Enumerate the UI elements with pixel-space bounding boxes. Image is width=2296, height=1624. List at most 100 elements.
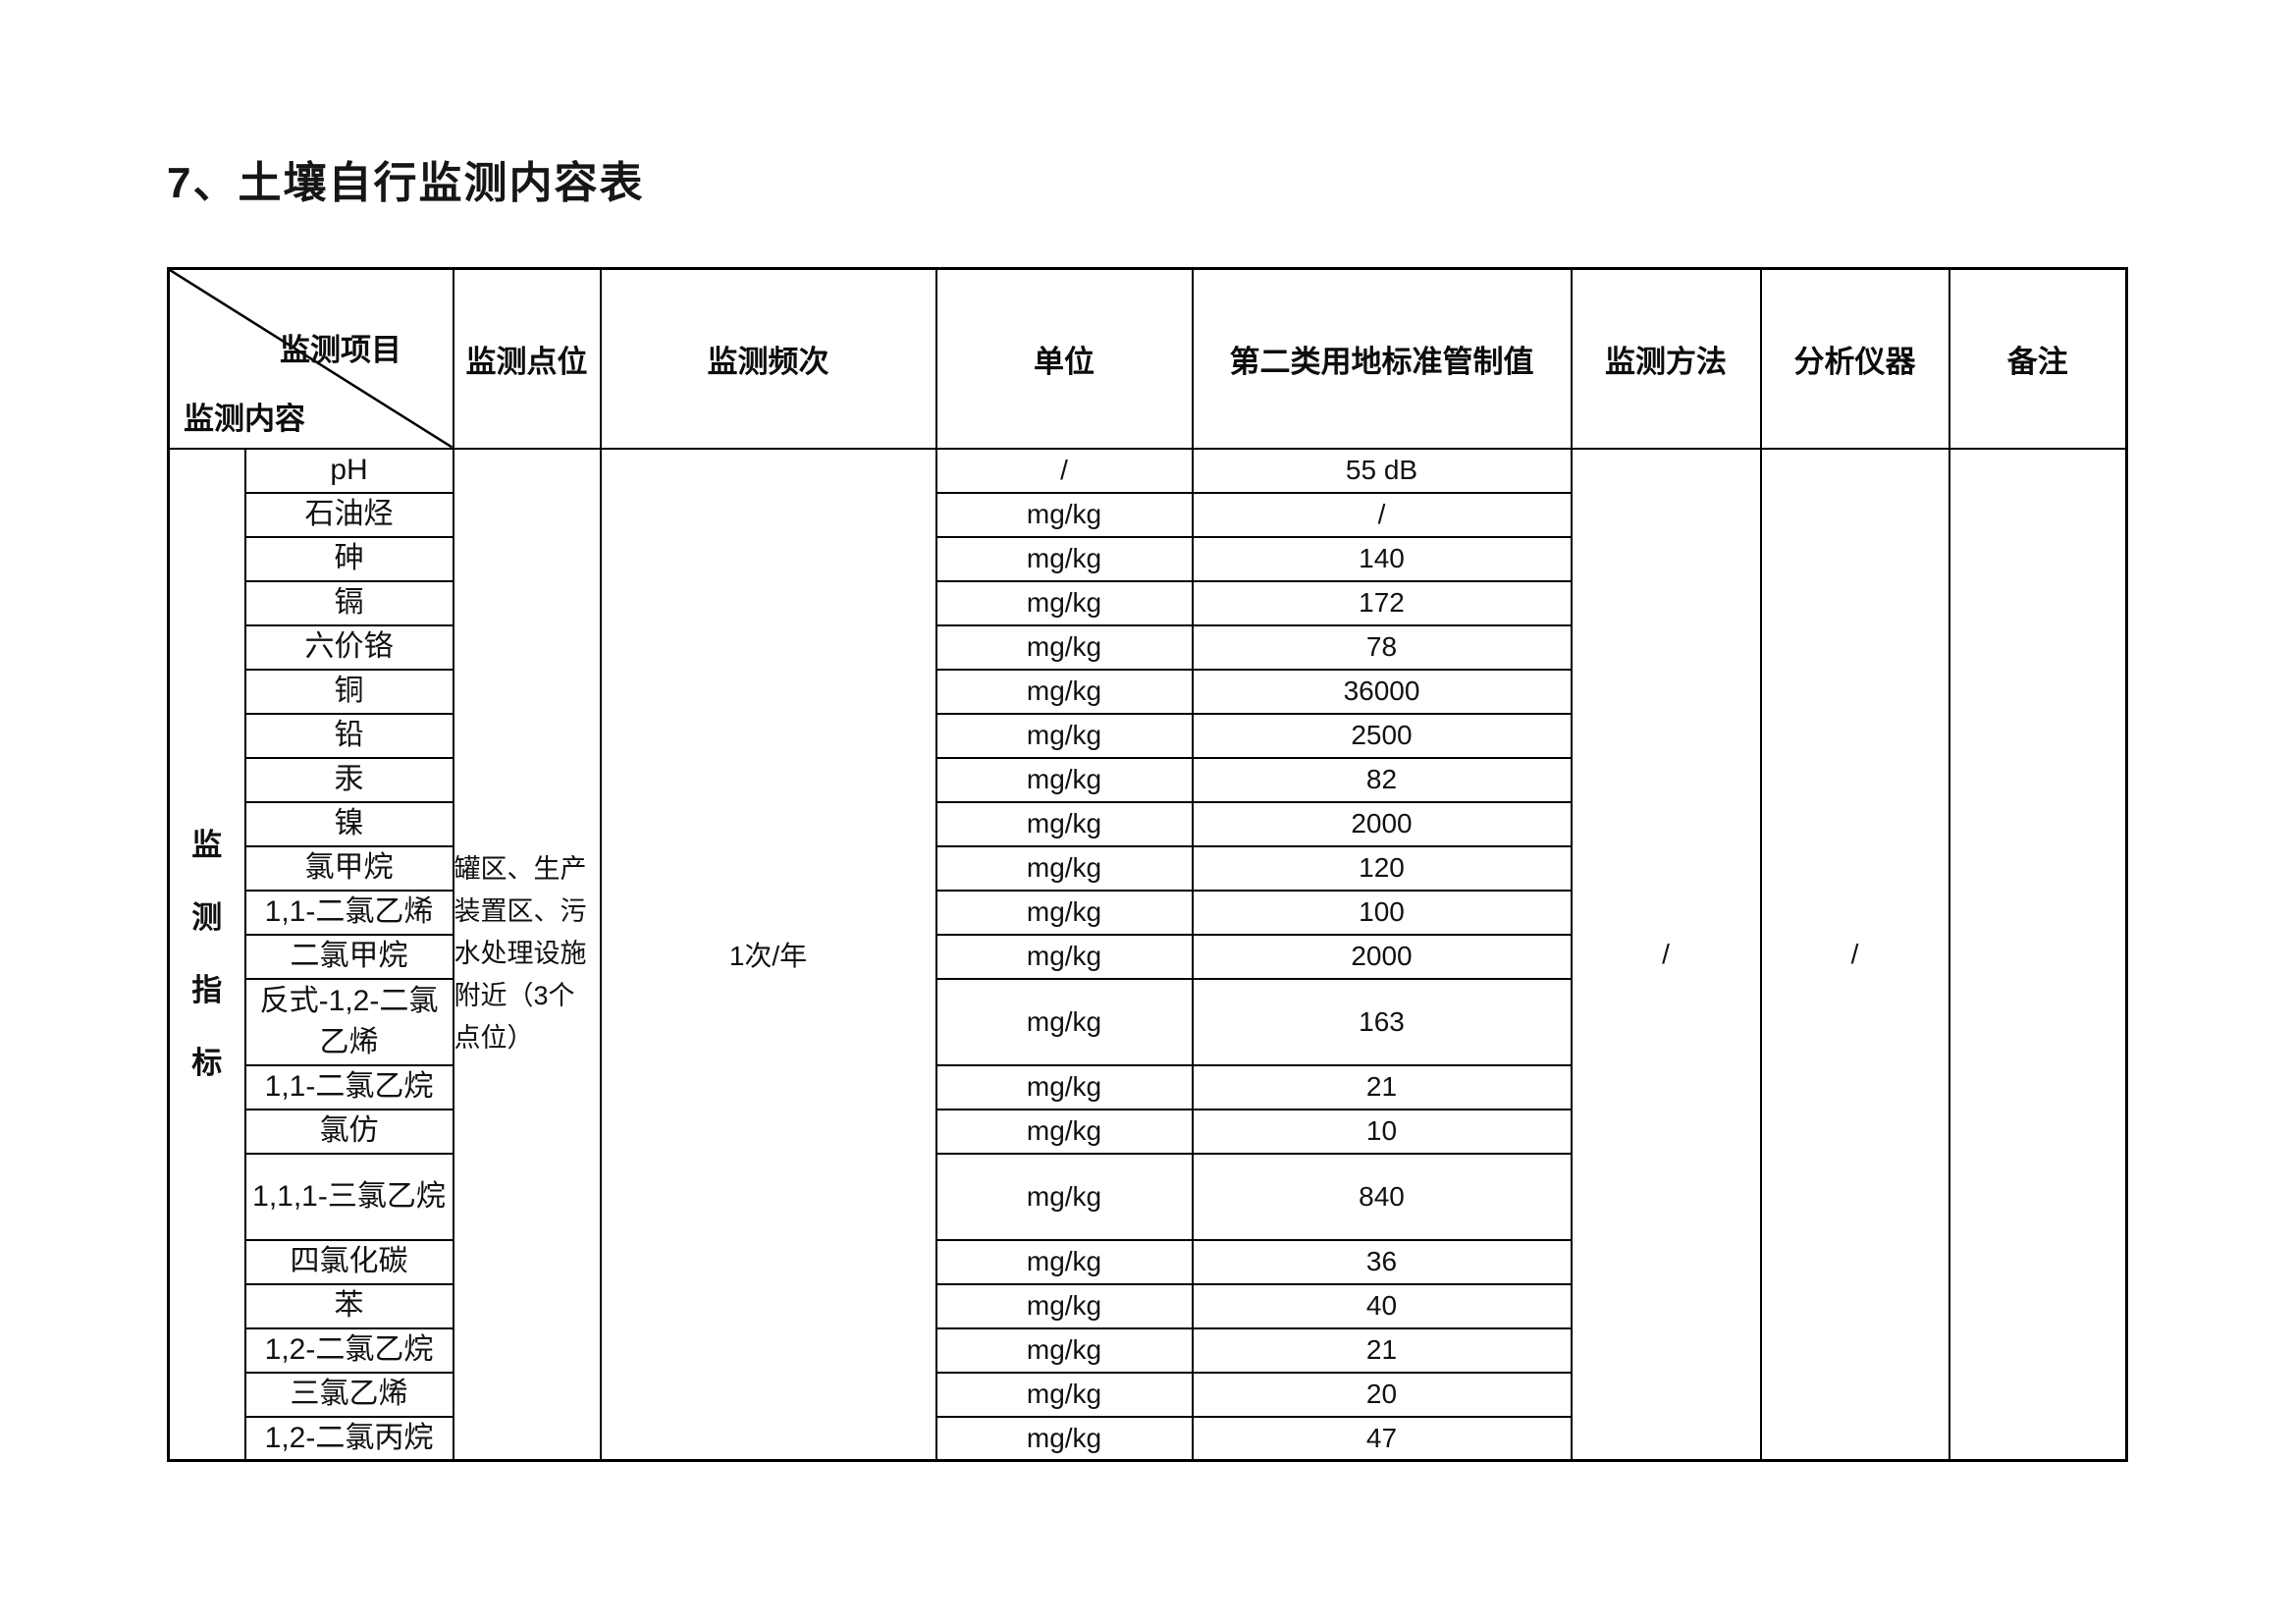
indicator-value: 10: [1191, 1108, 1573, 1155]
table-row: 二氯甲烷 mg/kg 2000: [169, 933, 2127, 980]
diagonal-line: [170, 270, 452, 447]
indicator-name: 氯仿: [243, 1108, 454, 1155]
indicator-name: 1,2-二氯乙烷: [243, 1326, 454, 1374]
table-row: 铜 mg/kg 36000: [169, 668, 2127, 715]
indicator-value: 140: [1191, 535, 1573, 582]
indicator-unit: mg/kg: [934, 933, 1194, 980]
header-monitoring-point: 监测点位: [452, 267, 602, 450]
indicator-name: 铜: [243, 668, 454, 715]
table-row: 六价铬 mg/kg 78: [169, 623, 2127, 671]
indicator-value: /: [1191, 491, 1573, 538]
indicator-name: 石油烃: [243, 491, 454, 538]
indicator-unit: mg/kg: [934, 623, 1194, 671]
row-group-label-cell: 监测指标: [167, 447, 246, 1462]
indicator-unit: mg/kg: [934, 668, 1194, 715]
indicator-name: 镍: [243, 800, 454, 847]
indicator-value: 172: [1191, 579, 1573, 626]
indicator-value: 82: [1191, 756, 1573, 803]
indicator-value: 21: [1191, 1063, 1573, 1110]
table-header-row: 监测项目 监测内容 监测点位 监测频次 单位 第二类用地标准管制值 监测方法 分…: [167, 267, 2128, 450]
indicator-unit: mg/kg: [934, 1152, 1194, 1241]
indicator-unit: /: [934, 447, 1194, 494]
header-remark: 备注: [1948, 267, 2128, 450]
table-row: 1,2-二氯丙烷 mg/kg 47: [169, 1415, 2127, 1462]
corner-label-content: 监测内容: [184, 401, 305, 436]
indicator-unit: mg/kg: [934, 756, 1194, 803]
indicator-name: 1,1,1-三氯乙烷: [243, 1152, 454, 1241]
table-row: 四氯化碳 mg/kg 36: [169, 1238, 2127, 1285]
table-row: 氯仿 mg/kg 10: [169, 1108, 2127, 1155]
indicator-unit: mg/kg: [934, 712, 1194, 759]
corner-label-project: 监测项目: [280, 333, 401, 367]
indicator-name: 三氯乙烯: [243, 1371, 454, 1418]
indicator-name: 1,1-二氯乙烷: [243, 1063, 454, 1110]
table-row: 砷 mg/kg 140: [169, 535, 2127, 582]
indicator-unit: mg/kg: [934, 889, 1194, 936]
table-row: 铅 mg/kg 2500: [169, 712, 2127, 759]
table-row: 镍 mg/kg 2000: [169, 800, 2127, 847]
indicator-unit: mg/kg: [934, 491, 1194, 538]
indicator-unit: mg/kg: [934, 1063, 1194, 1110]
table-row: 监测指标 pH 罐区、生产装置区、污水处理设施附近（3个点位） 1次/年 / 5…: [167, 447, 2128, 1462]
header-unit: 单位: [934, 267, 1194, 450]
indicator-name: pH: [243, 447, 454, 494]
indicator-tbody: 监测指标 pH 罐区、生产装置区、污水处理设施附近（3个点位） 1次/年 / 5…: [167, 447, 2128, 1462]
remark-cell: [1948, 447, 2128, 1462]
indicator-name: 1,1-二氯乙烯: [243, 889, 454, 936]
indicator-name: 苯: [243, 1282, 454, 1329]
table-row: 三氯乙烯 mg/kg 20: [169, 1371, 2127, 1418]
table-row: 1,1-二氯乙烷 mg/kg 21: [169, 1063, 2127, 1110]
indicator-name: 六价铬: [243, 623, 454, 671]
indicator-name: 铅: [243, 712, 454, 759]
indicator-unit: mg/kg: [934, 844, 1194, 892]
header-instrument: 分析仪器: [1759, 267, 1950, 450]
indicator-value: 2000: [1191, 933, 1573, 980]
indicator-value: 40: [1191, 1282, 1573, 1329]
indicator-value: 36000: [1191, 668, 1573, 715]
indicator-value: 120: [1191, 844, 1573, 892]
table-row: 汞 mg/kg 82: [169, 756, 2127, 803]
table-row: 石油烃 mg/kg /: [169, 491, 2127, 538]
table-row: 1,1-二氯乙烯 mg/kg 100: [169, 889, 2127, 936]
table-row: 1,1,1-三氯乙烷 mg/kg 840: [169, 1152, 2127, 1241]
indicator-unit: mg/kg: [934, 579, 1194, 626]
indicator-value: 36: [1191, 1238, 1573, 1285]
table-row: 镉 mg/kg 172: [169, 579, 2127, 626]
indicator-unit: mg/kg: [934, 1282, 1194, 1329]
indicator-unit: mg/kg: [934, 800, 1194, 847]
corner-header-cell: 监测项目 监测内容: [167, 267, 454, 450]
indicator-unit: mg/kg: [934, 535, 1194, 582]
method-cell: /: [1570, 447, 1762, 1462]
indicator-unit: mg/kg: [934, 1415, 1194, 1462]
indicator-value: 78: [1191, 623, 1573, 671]
indicator-value: 163: [1191, 977, 1573, 1066]
indicator-unit: mg/kg: [934, 1371, 1194, 1418]
indicator-name: 氯甲烷: [243, 844, 454, 892]
indicator-name: 二氯甲烷: [243, 933, 454, 980]
indicator-name: 四氯化碳: [243, 1238, 454, 1285]
header-frequency: 监测频次: [599, 267, 937, 450]
header-standard: 第二类用地标准管制值: [1191, 267, 1573, 450]
header-method: 监测方法: [1570, 267, 1762, 450]
table-row: 苯 mg/kg 40: [169, 1282, 2127, 1329]
indicator-value: 2000: [1191, 800, 1573, 847]
soil-monitoring-table: 监测项目 监测内容 监测点位 监测频次 单位 第二类用地标准管制值 监测方法 分…: [167, 267, 2128, 1462]
table-row: 氯甲烷 mg/kg 120: [169, 844, 2127, 892]
table-row: 1,2-二氯乙烷 mg/kg 21: [169, 1326, 2127, 1374]
indicator-unit: mg/kg: [934, 1238, 1194, 1285]
row-group-label: 监测指标: [191, 827, 223, 1080]
page-title: 7、土壤自行监测内容表: [167, 159, 645, 207]
indicator-name: 镉: [243, 579, 454, 626]
table-row: 反式-1,2-二氯乙烯 mg/kg 163: [169, 977, 2127, 1066]
instrument-cell: /: [1759, 447, 1950, 1462]
indicator-value: 100: [1191, 889, 1573, 936]
indicator-value: 47: [1191, 1415, 1573, 1462]
indicator-name: 砷: [243, 535, 454, 582]
monitoring-point-text: 罐区、生产装置区、污水处理设施附近（3个点位）: [454, 854, 587, 1054]
indicator-unit: mg/kg: [934, 977, 1194, 1066]
indicator-value: 840: [1191, 1152, 1573, 1241]
indicator-value: 55 dB: [1191, 447, 1573, 494]
indicator-value: 2500: [1191, 712, 1573, 759]
monitoring-point-cell: 罐区、生产装置区、污水处理设施附近（3个点位）: [452, 447, 602, 1462]
